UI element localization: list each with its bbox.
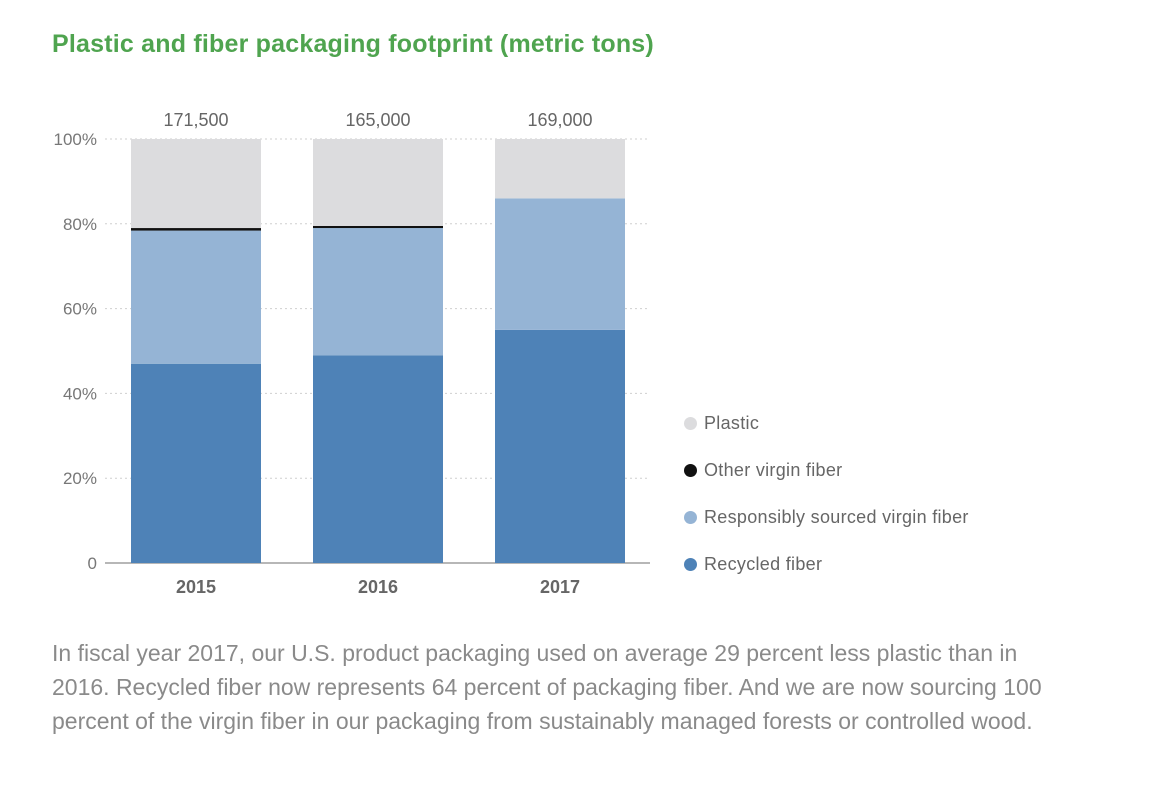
x-tick-label: 2016 <box>358 577 398 597</box>
legend-swatch-icon <box>684 558 697 571</box>
bar-segment-recycled-fiber <box>131 363 261 563</box>
bar-segment-responsibly-sourced-virgin-fiber <box>313 228 443 356</box>
stacked-bar-chart: 0 20% 40% 60% 80% 100% 2015 171,500 2016 165,000 2… <box>54 110 650 597</box>
chart-title: Plastic and fiber packaging footprint (m… <box>52 30 654 58</box>
chart-legend: Plastic Other virgin fiber Responsibly s… <box>684 400 969 588</box>
total-label: 165,000 <box>345 110 410 130</box>
x-tick-label: 2015 <box>176 577 216 597</box>
y-tick-label: 60% <box>63 300 97 319</box>
description-paragraph: In fiscal year 2017, our U.S. product pa… <box>52 640 1042 734</box>
legend-swatch-icon <box>684 417 697 430</box>
x-tick-label: 2017 <box>540 577 580 597</box>
bar-segment-plastic <box>313 139 443 226</box>
legend-item-recycled-fiber: Recycled fiber <box>684 541 969 588</box>
labels: 0 20% 40% 60% 80% 100% 2015 171,500 2016 165,000 2… <box>54 110 593 597</box>
bar-segment-recycled-fiber <box>313 355 443 563</box>
y-tick-label: 20% <box>63 469 97 488</box>
legend-swatch-icon <box>684 464 697 477</box>
bar-segment-recycled-fiber <box>495 329 625 563</box>
legend-swatch-icon <box>684 511 697 524</box>
bars <box>131 139 625 563</box>
y-tick-label: 80% <box>63 215 97 234</box>
bar-segment-other-virgin-fiber <box>131 228 261 231</box>
y-tick-label: 100% <box>54 130 97 149</box>
legend-item-other-virgin-fiber: Other virgin fiber <box>684 447 969 494</box>
legend-item-responsibly-sourced-virgin-fiber: Responsibly sourced virgin fiber <box>684 494 969 541</box>
legend-label: Responsibly sourced virgin fiber <box>704 507 969 527</box>
y-tick-label: 0 <box>88 554 97 573</box>
bar-segment-responsibly-sourced-virgin-fiber <box>495 198 625 330</box>
bar-segment-responsibly-sourced-virgin-fiber <box>131 230 261 364</box>
legend-label: Other virgin fiber <box>704 460 843 480</box>
legend-item-plastic: Plastic <box>684 400 969 447</box>
total-label: 169,000 <box>527 110 592 130</box>
bar-segment-plastic <box>131 139 261 229</box>
bar-segment-other-virgin-fiber <box>313 225 443 229</box>
bar-segment-plastic <box>495 139 625 199</box>
legend-label: Plastic <box>704 413 760 433</box>
total-label: 171,500 <box>163 110 228 130</box>
legend-label: Recycled fiber <box>704 554 823 574</box>
y-tick-label: 40% <box>63 384 97 403</box>
